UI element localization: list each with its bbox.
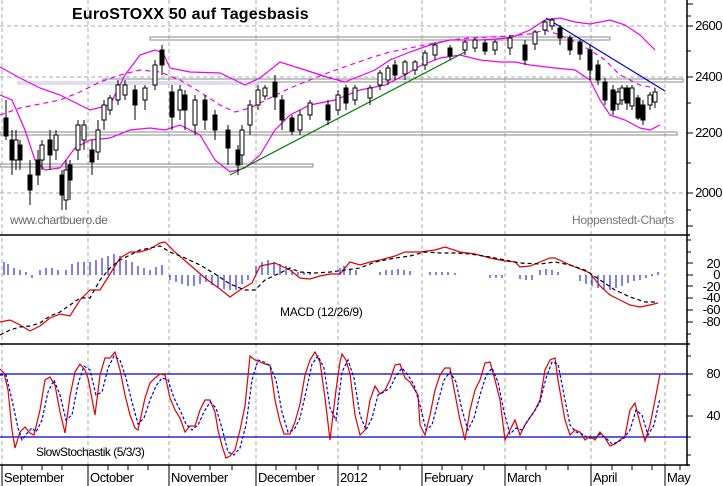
macd-tick-minus80: -80 xyxy=(702,314,721,329)
signal-line xyxy=(0,245,655,336)
macd-tick-minus40: -40 xyxy=(702,290,721,305)
x-label-december: December xyxy=(258,470,315,485)
x-label-april: April xyxy=(593,470,618,485)
stochastic-label: SlowStochastik (5/3/3) xyxy=(36,445,145,459)
chart-title: EuroSTOXX 50 auf Tagesbasis xyxy=(72,6,309,23)
watermark-chartbuero: www.chartbuero.de xyxy=(10,213,108,227)
x-axis-ticks xyxy=(1,465,681,486)
y-tick-2000: 2000 xyxy=(695,185,722,200)
x-label-march: March xyxy=(507,470,542,485)
x-label-october: October xyxy=(90,470,134,485)
candlesticks xyxy=(3,18,658,210)
uptrend-line xyxy=(229,51,466,176)
macd-tick-minus60: -60 xyxy=(702,302,721,317)
x-label-may: May xyxy=(667,470,691,485)
macd-line xyxy=(0,241,659,332)
y-tick-2200: 2200 xyxy=(695,125,722,140)
x-label-november: November xyxy=(171,470,228,485)
y-axis-ticks xyxy=(687,3,693,456)
vertical-gridlines xyxy=(1,0,666,465)
y-tick-2600: 2600 xyxy=(695,18,722,33)
x-label-2012: 2012 xyxy=(340,470,368,485)
x-label-september: September xyxy=(4,470,64,485)
stoch-tick-80: 80 xyxy=(706,366,721,381)
macd-tick-20: 20 xyxy=(706,256,721,271)
x-label-february: February xyxy=(424,470,473,485)
stoch-d-line xyxy=(0,354,661,456)
stoch-tick-40: 40 xyxy=(706,408,721,423)
y-tick-2400: 2400 xyxy=(695,69,722,84)
macd-tick-0: 0 xyxy=(713,267,720,282)
support-resistance-boxes xyxy=(0,36,684,168)
downtrend-line xyxy=(545,17,666,92)
macd-label: MACD (12/26/9) xyxy=(280,305,363,319)
watermark-hoppenstedt: Hoppenstedt-Charts xyxy=(572,213,674,227)
stoch-k-line xyxy=(0,350,661,459)
macd-tick-minus20: -20 xyxy=(702,279,721,294)
